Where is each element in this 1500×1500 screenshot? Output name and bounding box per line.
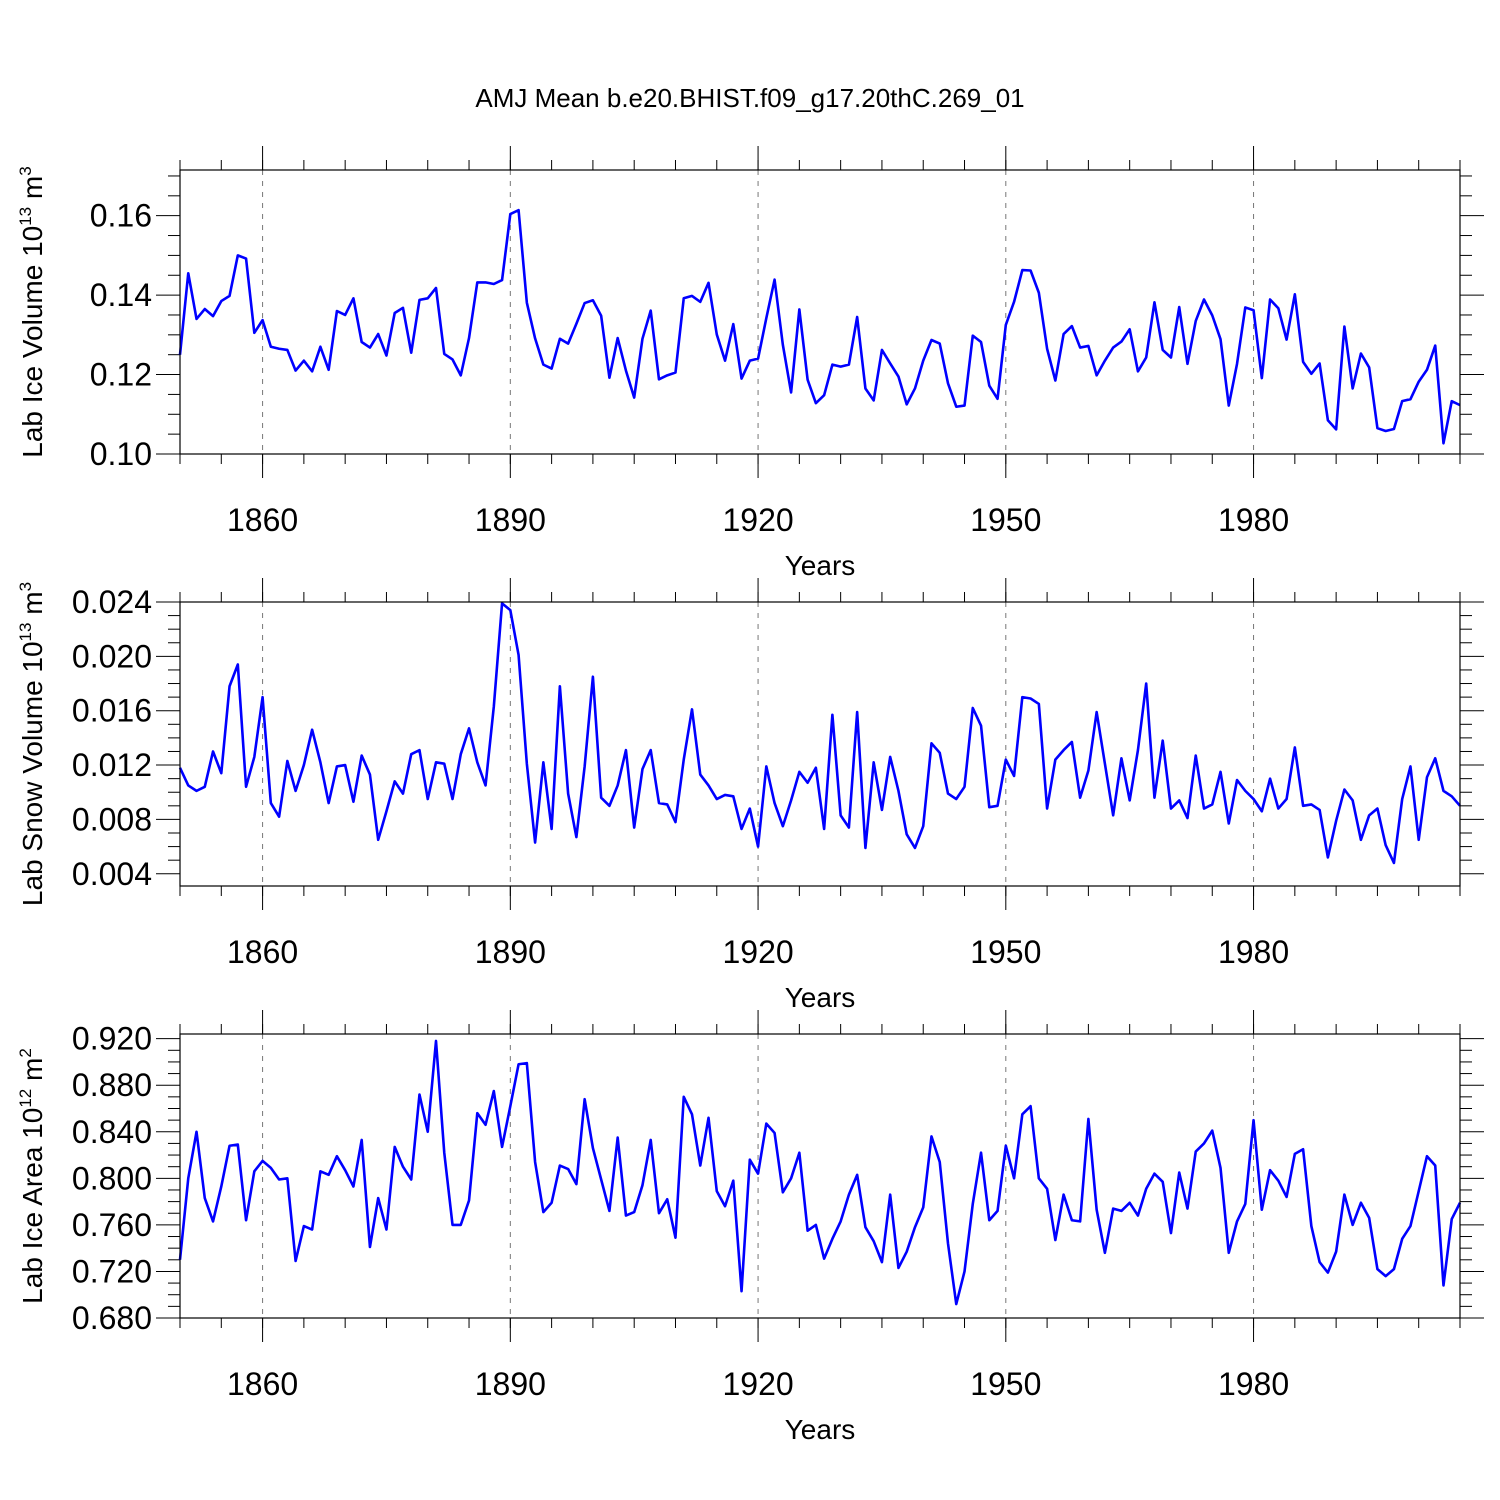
chart-title: AMJ Mean b.e20.BHIST.f09_g17.20thC.269_0…	[475, 83, 1024, 113]
y-tick-label: 0.880	[72, 1067, 152, 1103]
x-tick-label: 1950	[970, 1366, 1041, 1402]
y-axis-label-text: Lab Snow Volume 10	[17, 641, 48, 906]
y-axis-label-unit-exponent: 3	[16, 166, 35, 175]
y-tick-label: 0.008	[72, 801, 152, 837]
chart-panel-3: 1860 1890 1920 1950 1980 0.680 0.720 0.760 0.800…	[16, 1010, 1484, 1445]
y-axis-label-unit-exponent: 3	[16, 582, 35, 591]
y-tick-label: 0.12	[90, 357, 152, 393]
x-tick-label: 1920	[722, 934, 793, 970]
y-axis-label-unit-exponent: 2	[16, 1048, 35, 1057]
y-tick-label: 0.720	[72, 1253, 152, 1289]
x-tick-label: 1980	[1218, 502, 1289, 538]
x-tick-label: 1860	[227, 934, 298, 970]
series-line	[178, 208, 1461, 445]
plot-frame	[179, 1033, 1461, 1319]
y-axis-label: Lab Ice Area 1012 m2	[16, 1048, 48, 1304]
y-tick-label: 0.012	[72, 747, 152, 783]
y-tick-label: 0.16	[90, 198, 152, 234]
y-axis-label-exponent: 12	[16, 1089, 35, 1108]
y-tick-label: 0.760	[72, 1207, 152, 1243]
y-tick-label: 0.024	[72, 584, 152, 620]
series-line	[178, 1039, 1462, 1306]
x-axis-label: Years	[785, 1414, 856, 1445]
y-axis-label: Lab Ice Volume 1013 m3	[16, 166, 48, 457]
x-tick-label: 1920	[722, 502, 793, 538]
plot-frame	[179, 169, 1461, 455]
x-axis-label: Years	[785, 550, 856, 581]
x-tick-label: 1890	[475, 934, 546, 970]
y-tick-label: 0.020	[72, 638, 152, 674]
x-tick-label: 1980	[1218, 1366, 1289, 1402]
x-tick-label: 1920	[722, 1366, 793, 1402]
y-axis-label: Lab Snow Volume 1013 m3	[16, 582, 48, 906]
y-axis-label-text: Lab Ice Area 10	[17, 1108, 48, 1304]
y-tick-label: 0.680	[72, 1300, 152, 1336]
plot-frame	[179, 601, 1461, 887]
series-line	[178, 602, 1461, 865]
y-tick-label: 0.10	[90, 436, 152, 472]
y-axis-label-unit: m	[17, 591, 48, 622]
y-tick-label: 0.14	[90, 277, 152, 313]
y-axis-label-text: Lab Ice Volume 10	[17, 226, 48, 458]
y-tick-label: 0.800	[72, 1160, 152, 1196]
x-tick-label: 1890	[475, 502, 546, 538]
y-tick-label: 0.920	[72, 1021, 152, 1057]
chart-panel-1: 1860 1890 1920 1950 1980 0.10 0.12 0.14 0.16 Year…	[16, 146, 1484, 581]
y-tick-label: 0.016	[72, 693, 152, 729]
y-axis-label-unit: m	[17, 1058, 48, 1089]
y-axis-label-unit: m	[17, 176, 48, 207]
x-tick-label: 1950	[970, 934, 1041, 970]
chart-panel-2: 1860 1890 1920 1950 1980 0.004 0.008 0.012 0.016…	[16, 578, 1484, 1013]
x-tick-label: 1980	[1218, 934, 1289, 970]
x-tick-label: 1860	[227, 502, 298, 538]
y-axis-label-exponent: 13	[16, 623, 35, 642]
x-tick-label: 1860	[227, 1366, 298, 1402]
x-tick-label: 1890	[475, 1366, 546, 1402]
y-tick-label: 0.004	[72, 856, 152, 892]
y-axis-label-exponent: 13	[16, 207, 35, 226]
x-axis-label: Years	[785, 982, 856, 1013]
y-tick-label: 0.840	[72, 1114, 152, 1150]
x-tick-label: 1950	[970, 502, 1041, 538]
